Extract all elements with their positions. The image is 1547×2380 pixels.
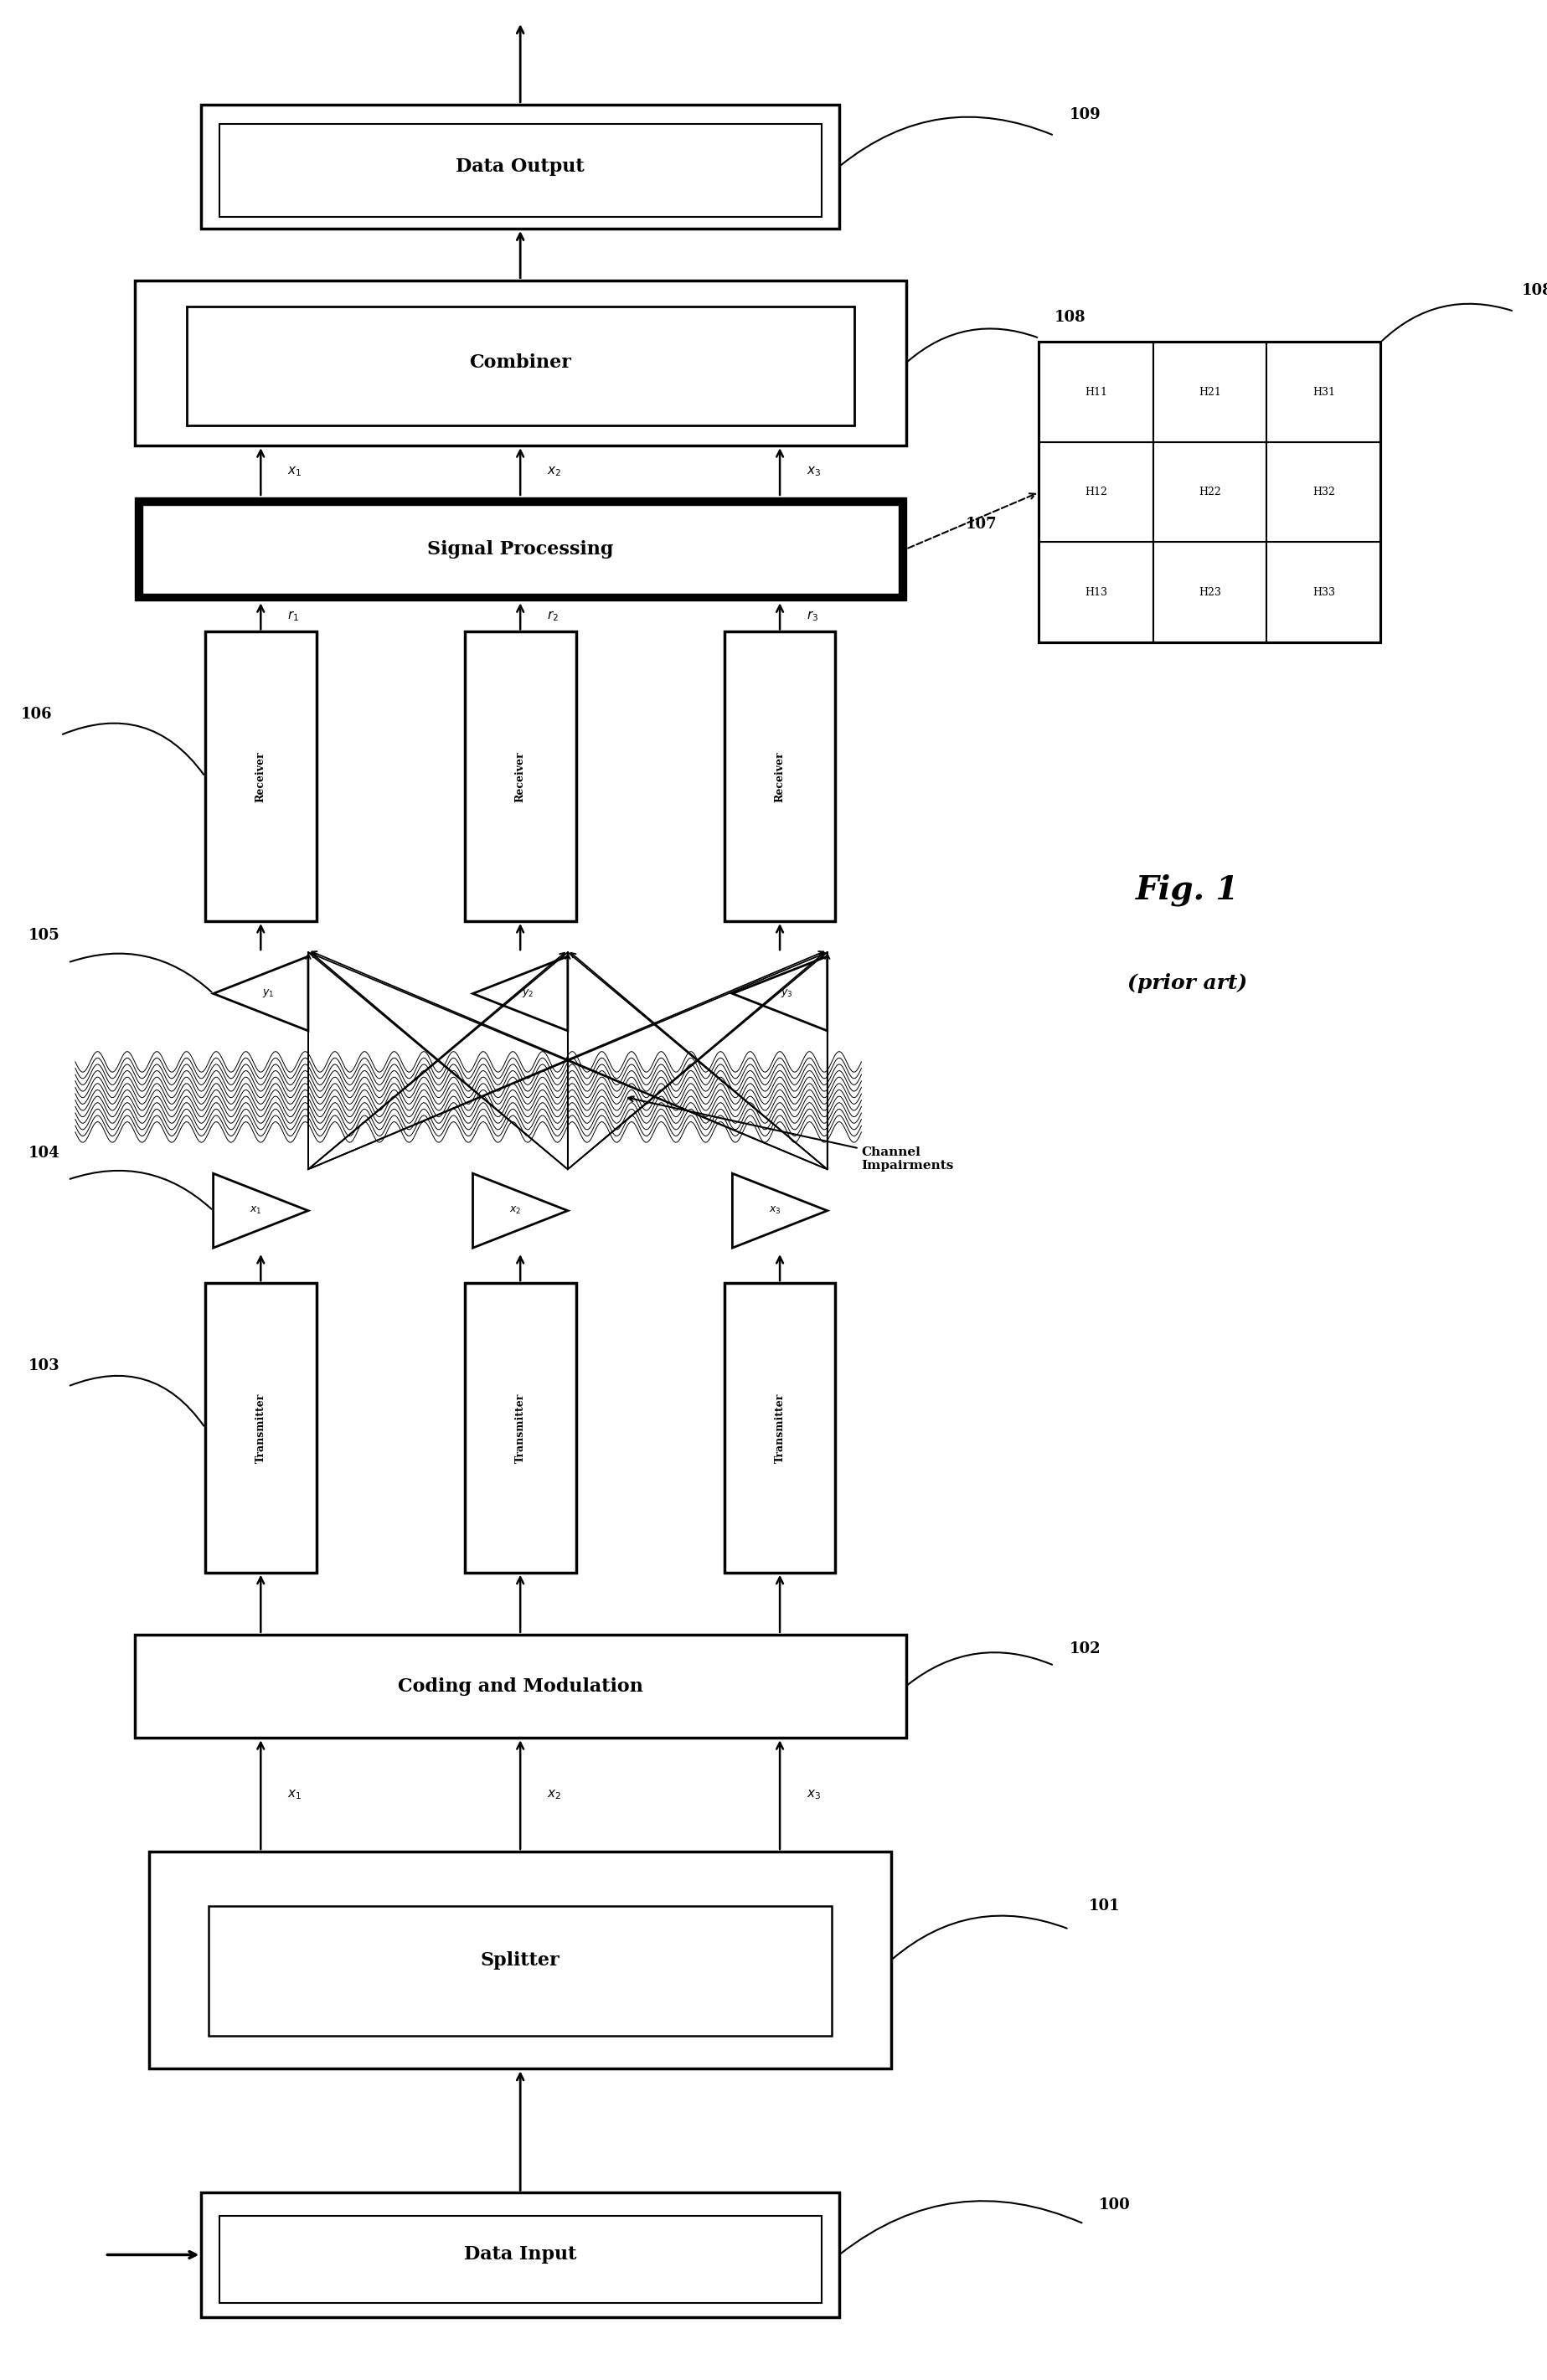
Text: 102: 102 — [1069, 1642, 1100, 1656]
Text: $x_1$: $x_1$ — [288, 1787, 302, 1802]
Text: $y_3$: $y_3$ — [781, 988, 794, 1000]
Bar — [464, 631, 575, 921]
Text: Fig. 1: Fig. 1 — [1135, 873, 1239, 907]
Text: Transmitter: Transmitter — [775, 1392, 786, 1464]
Text: $x_3$: $x_3$ — [769, 1204, 781, 1216]
Bar — [1040, 343, 1380, 643]
Text: Receiver: Receiver — [255, 752, 266, 802]
Text: H23: H23 — [1199, 588, 1221, 597]
Text: 109: 109 — [1069, 107, 1100, 121]
Text: Transmitter: Transmitter — [515, 1392, 526, 1464]
Bar — [1267, 443, 1380, 543]
Bar — [206, 1283, 316, 1573]
Text: H21: H21 — [1199, 388, 1221, 397]
Bar — [142, 505, 899, 593]
Text: Receiver: Receiver — [775, 752, 786, 802]
Bar — [187, 307, 854, 426]
Bar — [724, 631, 835, 921]
Bar — [1153, 343, 1267, 443]
Text: $x_3$: $x_3$ — [806, 464, 821, 478]
Text: H33: H33 — [1312, 588, 1335, 597]
Text: H31: H31 — [1312, 388, 1335, 397]
Text: 108: 108 — [1521, 283, 1547, 298]
Bar — [1267, 543, 1380, 643]
Bar — [1153, 443, 1267, 543]
Text: $r_3$: $r_3$ — [806, 609, 818, 624]
Text: H32: H32 — [1312, 488, 1335, 497]
Text: 103: 103 — [28, 1359, 59, 1373]
Bar — [135, 1635, 907, 1737]
Bar — [220, 2216, 821, 2301]
Text: 108: 108 — [1054, 309, 1086, 326]
Bar — [201, 105, 838, 228]
Text: H11: H11 — [1084, 388, 1108, 397]
Text: $x_2$: $x_2$ — [548, 1787, 562, 1802]
Text: $y_2$: $y_2$ — [521, 988, 534, 1000]
Text: $r_1$: $r_1$ — [288, 609, 299, 624]
Bar — [1267, 343, 1380, 443]
Text: Data Input: Data Input — [464, 2247, 577, 2263]
Bar — [1040, 443, 1153, 543]
Text: Channel
Impairments: Channel Impairments — [628, 1097, 954, 1171]
Bar — [150, 1852, 891, 2068]
Text: Coding and Modulation: Coding and Modulation — [398, 1678, 644, 1695]
Bar — [209, 1906, 832, 2037]
Text: Data Output: Data Output — [456, 157, 585, 176]
Text: 105: 105 — [28, 928, 59, 942]
Text: 107: 107 — [965, 516, 996, 531]
Text: 100: 100 — [1098, 2197, 1131, 2213]
Text: Signal Processing: Signal Processing — [427, 540, 614, 559]
Text: $x_2$: $x_2$ — [509, 1204, 521, 1216]
Text: $r_2$: $r_2$ — [548, 609, 558, 624]
Text: $x_1$: $x_1$ — [251, 1204, 261, 1216]
Bar — [201, 2192, 838, 2316]
Bar — [1153, 543, 1267, 643]
Bar — [135, 281, 907, 445]
Text: Transmitter: Transmitter — [255, 1392, 266, 1464]
Text: H13: H13 — [1084, 588, 1108, 597]
Text: Receiver: Receiver — [515, 752, 526, 802]
Text: $x_2$: $x_2$ — [548, 464, 562, 478]
Text: $y_1$: $y_1$ — [261, 988, 274, 1000]
Bar — [464, 1283, 575, 1573]
Text: H12: H12 — [1084, 488, 1108, 497]
Bar — [135, 497, 907, 600]
Text: 106: 106 — [20, 707, 53, 721]
Text: Splitter: Splitter — [481, 1952, 560, 1968]
Text: (prior art): (prior art) — [1128, 973, 1248, 992]
Bar — [1040, 343, 1153, 443]
Text: 101: 101 — [1089, 1899, 1120, 1914]
Text: 104: 104 — [28, 1145, 59, 1161]
Bar — [206, 631, 316, 921]
Text: Combiner: Combiner — [469, 355, 571, 371]
Text: $x_3$: $x_3$ — [806, 1787, 821, 1802]
Text: H22: H22 — [1199, 488, 1221, 497]
Bar — [220, 124, 821, 217]
Text: $x_1$: $x_1$ — [288, 464, 302, 478]
Bar — [724, 1283, 835, 1573]
Bar — [1040, 543, 1153, 643]
